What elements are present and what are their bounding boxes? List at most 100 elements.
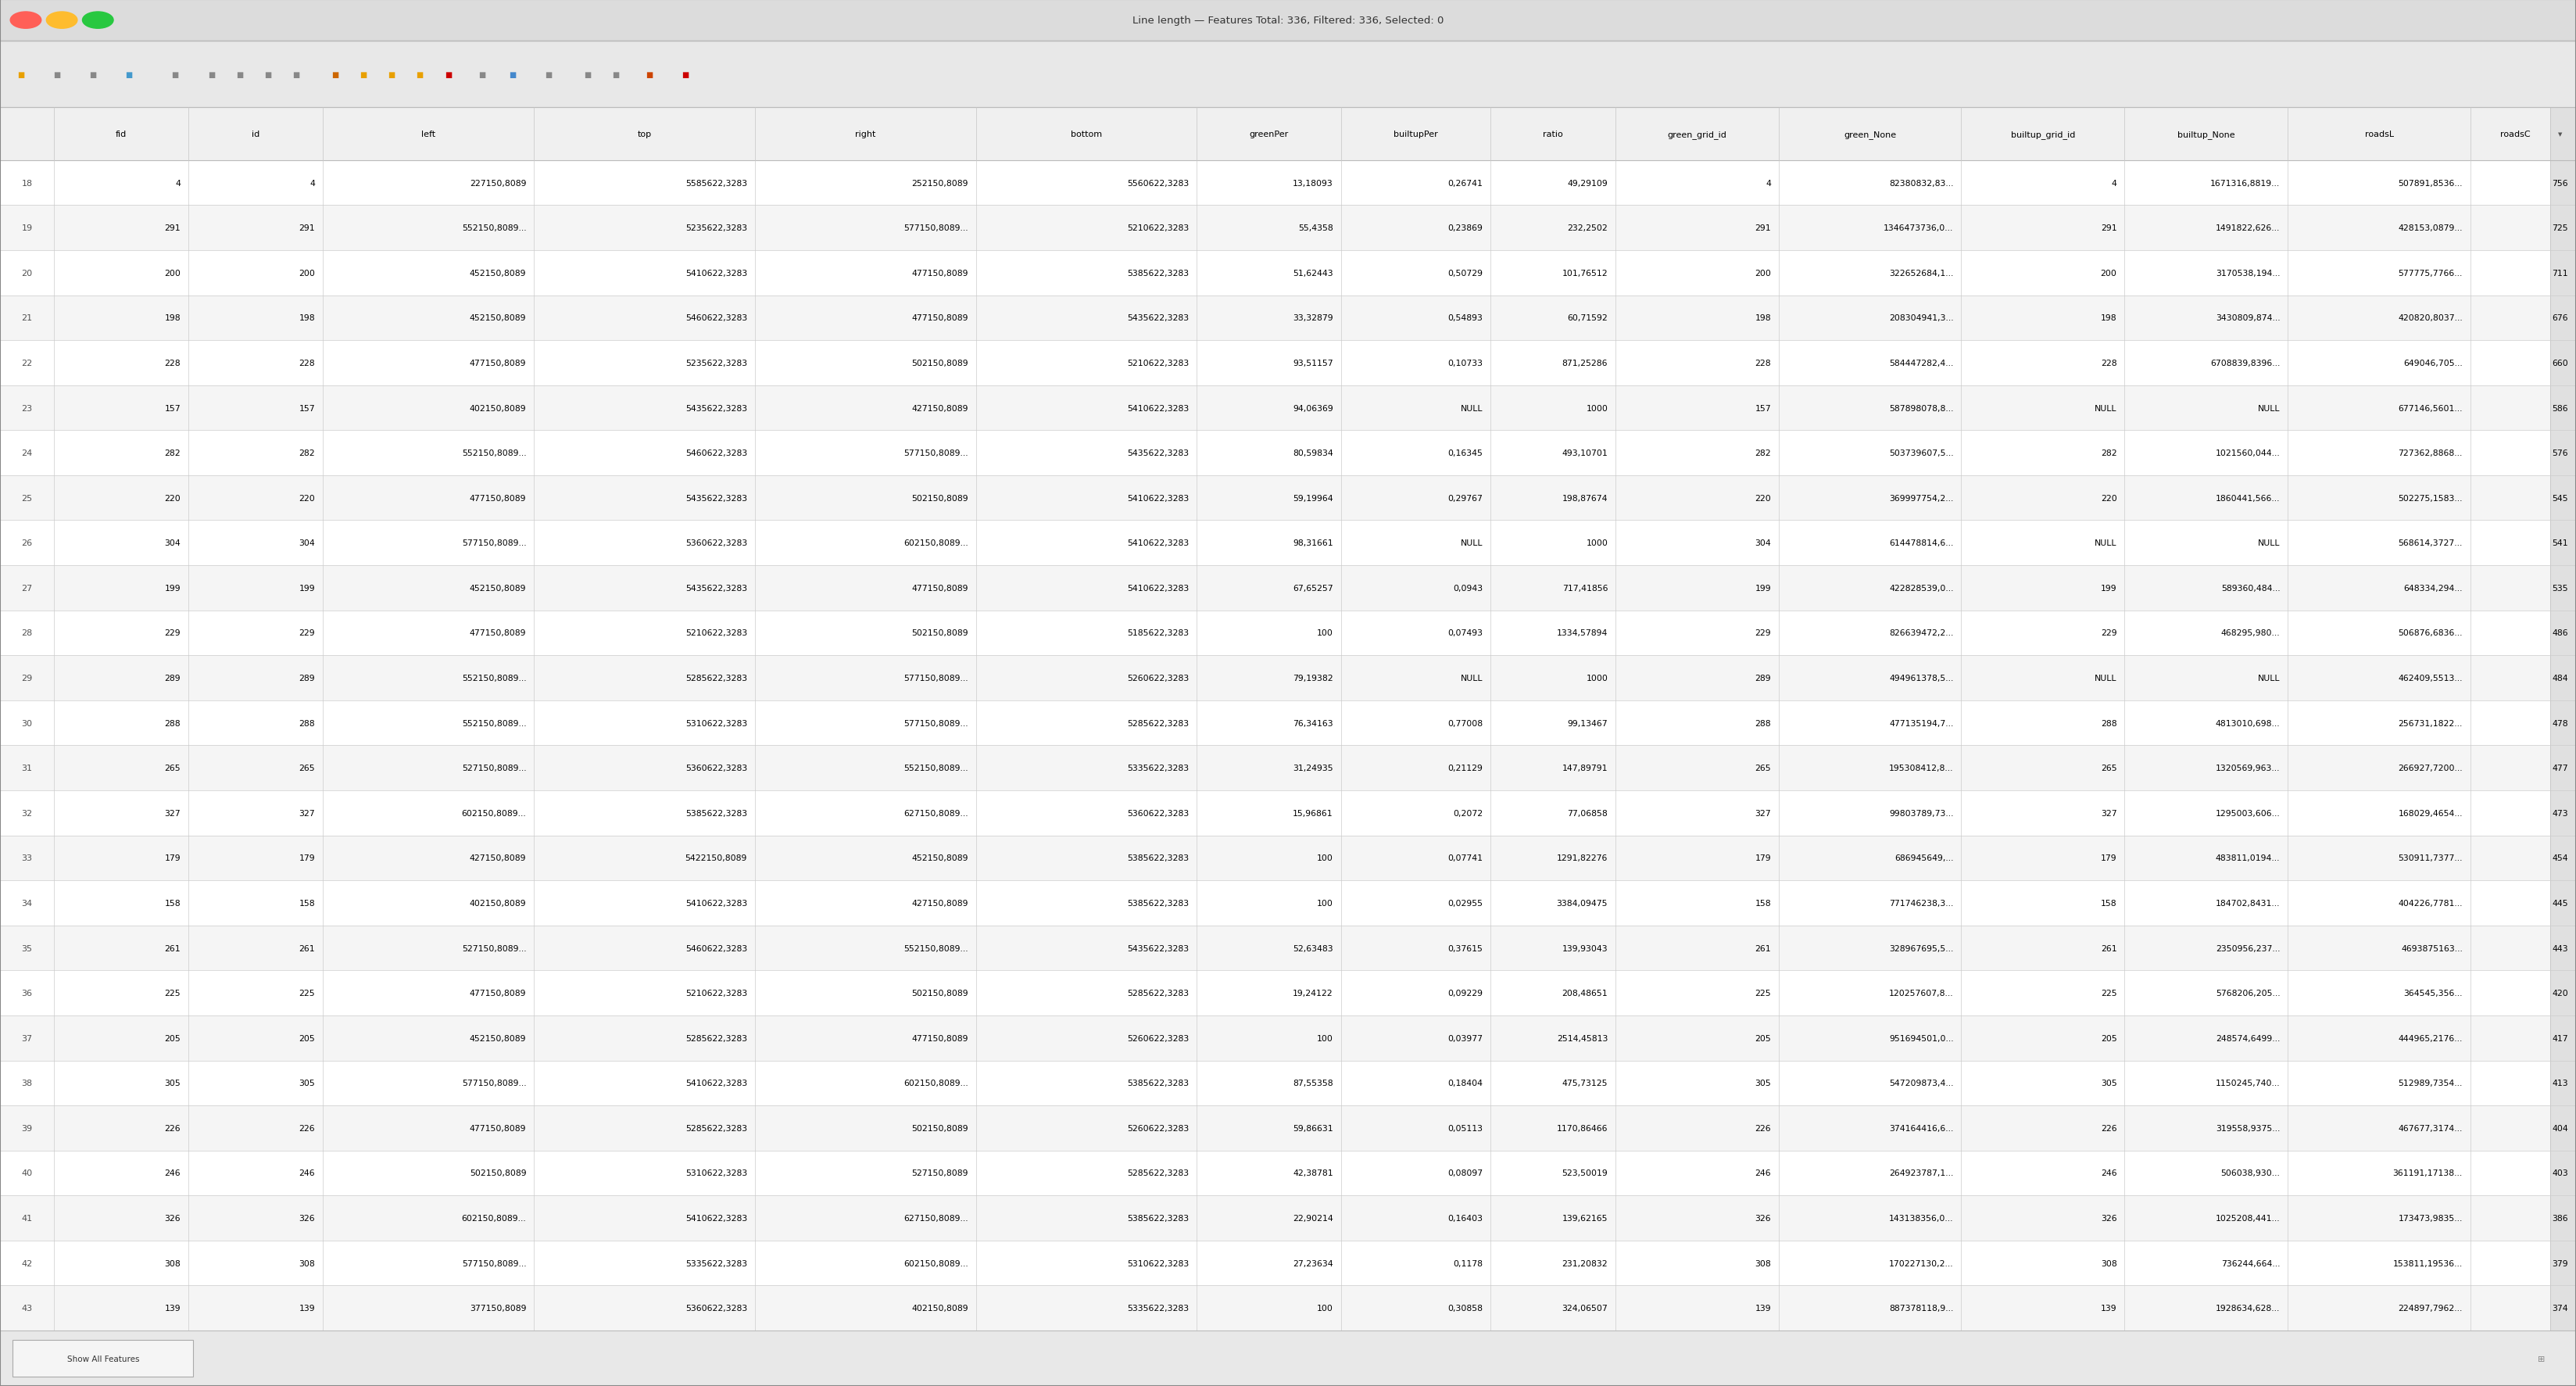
Text: 305: 305 <box>165 1080 180 1087</box>
Text: ■: ■ <box>510 71 515 79</box>
Text: 22,90214: 22,90214 <box>1293 1214 1334 1222</box>
Text: 5260622,3283: 5260622,3283 <box>1128 1124 1190 1132</box>
Text: 199: 199 <box>299 585 314 592</box>
Text: 220: 220 <box>1754 495 1772 502</box>
Text: 5185622,3283: 5185622,3283 <box>1128 629 1190 638</box>
Text: 725: 725 <box>2553 225 2568 233</box>
Text: 5285622,3283: 5285622,3283 <box>1128 719 1190 728</box>
Text: 452150,8089: 452150,8089 <box>469 585 526 592</box>
Text: 577150,8089...: 577150,8089... <box>461 1258 526 1267</box>
Text: ■: ■ <box>446 71 451 79</box>
Bar <box>0 1286 2576 1331</box>
Text: 552150,8089...: 552150,8089... <box>461 719 526 728</box>
Text: 120257607,8...: 120257607,8... <box>1888 990 1953 997</box>
Text: 139: 139 <box>165 1304 180 1313</box>
Text: 205: 205 <box>299 1034 314 1042</box>
Text: 477150,8089: 477150,8089 <box>912 315 969 322</box>
Bar <box>0 0 2576 42</box>
Text: 5460622,3283: 5460622,3283 <box>685 449 747 457</box>
Text: 5410622,3283: 5410622,3283 <box>1128 585 1190 592</box>
Text: 289: 289 <box>165 674 180 682</box>
Text: 59,86631: 59,86631 <box>1293 1124 1334 1132</box>
Text: 478: 478 <box>2553 719 2568 728</box>
Text: 328967695,5...: 328967695,5... <box>1888 944 1953 952</box>
Text: 577150,8089...: 577150,8089... <box>461 1080 526 1087</box>
Text: 179: 179 <box>165 854 180 862</box>
Text: 59,19964: 59,19964 <box>1293 495 1334 502</box>
Text: 602150,8089...: 602150,8089... <box>904 1080 969 1087</box>
Text: 80,59834: 80,59834 <box>1293 449 1334 457</box>
Text: 649046,705...: 649046,705... <box>2403 359 2463 367</box>
Text: 379: 379 <box>2553 1258 2568 1267</box>
Text: 288: 288 <box>1754 719 1772 728</box>
Text: 98,31661: 98,31661 <box>1293 539 1334 547</box>
Text: ■: ■ <box>647 71 652 79</box>
Text: 308: 308 <box>299 1258 314 1267</box>
Text: 226: 226 <box>165 1124 180 1132</box>
Text: 173473,9835...: 173473,9835... <box>2398 1214 2463 1222</box>
Text: 477150,8089: 477150,8089 <box>469 495 526 502</box>
Text: 31,24935: 31,24935 <box>1293 764 1334 772</box>
Bar <box>0 108 2576 161</box>
Text: 404226,7781...: 404226,7781... <box>2398 900 2463 906</box>
Text: 422828539,0...: 422828539,0... <box>1888 585 1953 592</box>
Text: 143138356,0...: 143138356,0... <box>1888 1214 1953 1222</box>
Text: 0,07741: 0,07741 <box>1448 854 1484 862</box>
Text: 42,38781: 42,38781 <box>1293 1170 1334 1177</box>
Text: 5560622,3283: 5560622,3283 <box>1128 179 1190 187</box>
Text: 1000: 1000 <box>1587 674 1607 682</box>
Text: 951694501,0...: 951694501,0... <box>1888 1034 1953 1042</box>
Text: builtup_None: builtup_None <box>2177 130 2236 139</box>
Bar <box>0 521 2576 565</box>
Text: 887378118,9...: 887378118,9... <box>1888 1304 1953 1313</box>
Text: 502150,8089: 502150,8089 <box>912 359 969 367</box>
Text: ■: ■ <box>585 71 590 79</box>
Text: 261: 261 <box>2102 944 2117 952</box>
Text: 736244,664...: 736244,664... <box>2221 1258 2280 1267</box>
Text: 31: 31 <box>21 764 33 772</box>
Text: 468295,980...: 468295,980... <box>2221 629 2280 638</box>
Text: ⊞: ⊞ <box>2537 1354 2545 1362</box>
Text: 5260622,3283: 5260622,3283 <box>1128 674 1190 682</box>
Bar <box>0 251 2576 295</box>
Text: 0,21129: 0,21129 <box>1448 764 1484 772</box>
Bar <box>0 970 2576 1016</box>
Text: 771746238,3...: 771746238,3... <box>1888 900 1953 906</box>
Text: 13,18093: 13,18093 <box>1293 179 1334 187</box>
Text: 477150,8089: 477150,8089 <box>469 1124 526 1132</box>
Text: 157: 157 <box>165 405 180 412</box>
Text: 100: 100 <box>1316 1304 1334 1313</box>
Text: 577775,7766...: 577775,7766... <box>2398 269 2463 277</box>
Text: ■: ■ <box>18 71 23 79</box>
Text: 507891,8536...: 507891,8536... <box>2398 179 2463 187</box>
Text: 477150,8089: 477150,8089 <box>912 585 969 592</box>
Text: 452150,8089: 452150,8089 <box>912 854 969 862</box>
Text: 443: 443 <box>2553 944 2568 952</box>
Text: 0,0943: 0,0943 <box>1453 585 1484 592</box>
Text: 67,65257: 67,65257 <box>1293 585 1334 592</box>
Text: 228: 228 <box>165 359 180 367</box>
Text: 326: 326 <box>165 1214 180 1222</box>
Text: 266927,7200...: 266927,7200... <box>2398 764 2463 772</box>
Text: 523,50019: 523,50019 <box>1561 1170 1607 1177</box>
Text: 265: 265 <box>2102 764 2117 772</box>
Text: 4: 4 <box>1765 179 1772 187</box>
Text: 374164416,6...: 374164416,6... <box>1888 1124 1953 1132</box>
Text: 587898078,8...: 587898078,8... <box>1888 405 1953 412</box>
Text: 229: 229 <box>1754 629 1772 638</box>
Text: 5210622,3283: 5210622,3283 <box>685 629 747 638</box>
Text: 76,34163: 76,34163 <box>1293 719 1334 728</box>
Text: 5410622,3283: 5410622,3283 <box>685 1214 747 1222</box>
Text: 42: 42 <box>21 1258 33 1267</box>
Text: 36: 36 <box>21 990 33 997</box>
Text: 5235622,3283: 5235622,3283 <box>685 225 747 233</box>
Text: 477150,8089: 477150,8089 <box>912 269 969 277</box>
Text: 101,76512: 101,76512 <box>1561 269 1607 277</box>
Text: 402150,8089: 402150,8089 <box>469 900 526 906</box>
Text: 49,29109: 49,29109 <box>1566 179 1607 187</box>
Text: 5410622,3283: 5410622,3283 <box>685 1080 747 1087</box>
Text: 0,2072: 0,2072 <box>1453 809 1484 818</box>
Text: 5385622,3283: 5385622,3283 <box>685 809 747 818</box>
Text: 25: 25 <box>21 495 33 502</box>
Text: 5360622,3283: 5360622,3283 <box>685 764 747 772</box>
